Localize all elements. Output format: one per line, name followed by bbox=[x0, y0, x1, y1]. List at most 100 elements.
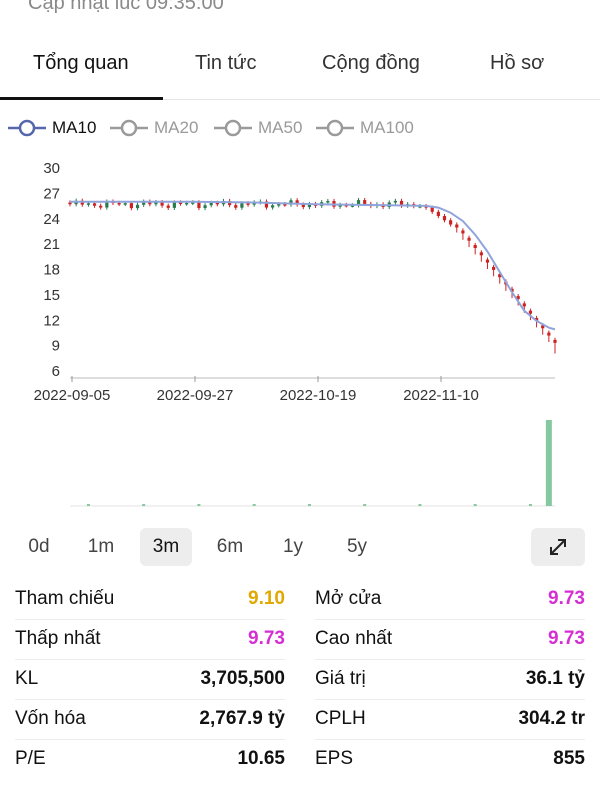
stat-value: 304.2 tr bbox=[518, 708, 585, 729]
legend-ma10[interactable]: MA10 bbox=[8, 113, 96, 143]
candle-body bbox=[510, 288, 514, 292]
candle-body bbox=[215, 202, 219, 205]
tab-overview[interactable]: Tổng quan bbox=[33, 52, 129, 74]
candle-body bbox=[418, 206, 422, 208]
legend-ma50[interactable]: MA50 bbox=[214, 113, 302, 143]
candle-body bbox=[92, 203, 97, 206]
candle-body bbox=[449, 220, 453, 225]
stat-label: Tham chiếu bbox=[15, 588, 115, 609]
stat-label: Mở cửa bbox=[315, 588, 382, 609]
volume-bar bbox=[418, 504, 422, 506]
legend-label: MA100 bbox=[360, 118, 414, 137]
stat-value: 9.73 bbox=[548, 588, 585, 609]
stat-label: Thấp nhất bbox=[15, 628, 101, 649]
row-divider bbox=[15, 659, 285, 660]
y-tick-label: 15 bbox=[43, 287, 60, 304]
row-divider bbox=[315, 659, 585, 660]
stats-row: Tham chiếu 9.10 Mở cửa 9.73 bbox=[0, 580, 600, 620]
candle-body bbox=[344, 204, 348, 207]
candle-body bbox=[473, 245, 477, 249]
candle-body bbox=[467, 237, 471, 241]
y-tick-label: 30 bbox=[43, 160, 60, 177]
candle-body bbox=[522, 303, 526, 307]
stat-value: 2,767.9 tỷ bbox=[199, 708, 285, 729]
y-tick-label: 27 bbox=[43, 185, 60, 202]
range-3m[interactable]: 3m bbox=[140, 528, 192, 566]
y-tick-label: 9 bbox=[52, 338, 60, 355]
stat-value: 3,705,500 bbox=[200, 668, 285, 689]
stat-label: P/E bbox=[15, 748, 46, 769]
y-tick-label: 18 bbox=[43, 262, 60, 279]
range-0d[interactable]: 0d bbox=[28, 536, 50, 557]
time-range-selector: 0d 1m 3m 6m 1y 5y bbox=[0, 528, 600, 568]
price-chart[interactable]: 30 27 24 21 18 15 12 9 6 2022-09-05 2022-09-27 2022… bbox=[0, 150, 600, 520]
volume-bar bbox=[86, 504, 90, 506]
line-marker-icon bbox=[316, 119, 354, 137]
candle-body bbox=[142, 201, 146, 205]
stat-value: 36.1 tỷ bbox=[525, 668, 585, 689]
candle-body bbox=[178, 202, 183, 204]
range-1m[interactable]: 1m bbox=[87, 536, 115, 557]
stat-value: 9.73 bbox=[248, 628, 285, 649]
candle-body bbox=[307, 203, 312, 208]
volume-bar bbox=[528, 504, 532, 506]
candle-body bbox=[246, 203, 250, 205]
stats-row: KL 3,705,500 Giá trị 36.1 tỷ bbox=[0, 660, 600, 700]
volume-bar bbox=[142, 504, 146, 506]
candle-body bbox=[86, 203, 91, 205]
ma-legend: MA10 MA20 MA50 MA100 bbox=[0, 113, 600, 143]
tab-bar: Tổng quan Tin tức Cộng đồng Hồ sơ bbox=[0, 30, 600, 100]
line-marker-icon bbox=[110, 119, 148, 137]
fullscreen-button[interactable] bbox=[531, 528, 585, 566]
row-divider bbox=[315, 739, 585, 740]
candle-body bbox=[99, 205, 103, 208]
candle-body bbox=[442, 216, 447, 221]
tab-community[interactable]: Cộng đồng bbox=[322, 52, 420, 74]
candle-body bbox=[301, 204, 305, 208]
y-tick-label: 24 bbox=[43, 211, 60, 228]
candle-body bbox=[123, 203, 127, 205]
candle-body bbox=[234, 205, 238, 208]
range-5y[interactable]: 5y bbox=[346, 536, 368, 557]
candle-body bbox=[534, 317, 539, 321]
legend-label: MA20 bbox=[154, 118, 199, 137]
tab-profile[interactable]: Hồ sơ bbox=[490, 52, 545, 74]
candle-body bbox=[185, 202, 189, 205]
candle-body bbox=[326, 201, 330, 203]
stat-label: CPLH bbox=[315, 708, 366, 729]
stat-value: 9.73 bbox=[548, 628, 585, 649]
legend-label: MA10 bbox=[52, 118, 97, 137]
candle-body bbox=[277, 204, 281, 206]
candle-body bbox=[356, 200, 361, 206]
x-tick-label: 2022-11-10 bbox=[403, 387, 479, 404]
candle-body bbox=[295, 200, 299, 205]
stat-value: 10.65 bbox=[237, 748, 285, 769]
candle-body bbox=[270, 205, 275, 208]
stats-row: Vốn hóa 2,767.9 tỷ CPLH 304.2 tr bbox=[0, 700, 600, 740]
candle-body bbox=[479, 252, 483, 256]
stat-value: 9.10 bbox=[248, 588, 285, 609]
candle-body bbox=[528, 310, 533, 314]
candle-body bbox=[129, 203, 133, 209]
last-updated-text: Cập nhật lúc 09:35:00 bbox=[28, 0, 224, 14]
ma10-line bbox=[70, 200, 556, 331]
x-tick-label: 2022-09-27 bbox=[157, 387, 234, 404]
row-divider bbox=[315, 619, 585, 620]
range-1y[interactable]: 1y bbox=[282, 536, 304, 557]
volume-bar bbox=[363, 504, 367, 506]
candle-body bbox=[197, 202, 201, 209]
candle-body bbox=[399, 200, 404, 206]
line-marker-icon bbox=[8, 119, 46, 137]
candle-body bbox=[430, 207, 434, 212]
range-6m[interactable]: 6m bbox=[216, 536, 244, 557]
expand-icon bbox=[550, 539, 566, 555]
candle-body bbox=[117, 202, 121, 205]
legend-ma20[interactable]: MA20 bbox=[110, 113, 198, 143]
line-marker-icon bbox=[214, 119, 252, 137]
stat-label: EPS bbox=[315, 748, 354, 769]
candle-body bbox=[350, 205, 355, 207]
tab-news[interactable]: Tin tức bbox=[195, 52, 257, 74]
row-divider bbox=[15, 619, 285, 620]
legend-ma100[interactable]: MA100 bbox=[316, 113, 414, 143]
candle-body bbox=[68, 202, 72, 205]
